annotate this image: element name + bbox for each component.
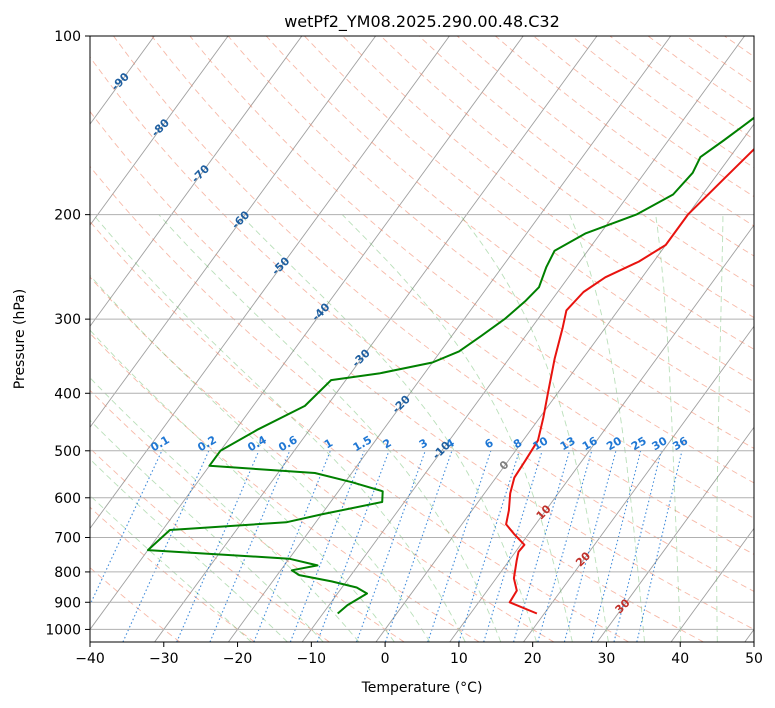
moist-adiabat-line (716, 214, 724, 642)
isotherm-line (523, 325, 754, 642)
isotherm-line (449, 224, 754, 642)
isotherm-line (90, 36, 377, 429)
y-tick-label: 500 (54, 444, 81, 460)
moist-adiabat-line (90, 419, 324, 642)
mixing-ratio-line (427, 450, 492, 642)
dry-adiabat-line (90, 276, 555, 642)
moist-adiabat-line (569, 214, 645, 642)
isotherm-line (228, 36, 672, 642)
x-tick-label: −30 (149, 651, 179, 667)
y-tick-label: 700 (54, 531, 81, 547)
mixing-ratio-line (122, 450, 210, 642)
moist-adiabat-line (459, 214, 609, 642)
y-tick-label: 100 (54, 29, 81, 45)
moist-adiabat-line (240, 214, 537, 642)
x-axis: −40 −30 −20 −10 0 10 20 30 40 50 (75, 642, 763, 667)
y-axis-label: Pressure (hPa) (12, 289, 28, 389)
dry-adiabat-line (90, 220, 629, 642)
mixing-ratio-line (176, 450, 260, 642)
profile-series (146, 116, 754, 615)
x-tick-label: 20 (524, 651, 542, 667)
y-tick-label: 200 (54, 208, 81, 224)
isotherm-line (90, 36, 303, 327)
mixing-ratio-line (513, 450, 571, 642)
y-tick-label: 900 (54, 595, 81, 611)
mixing-ratio-line (636, 450, 683, 642)
mixing-ratio-line (356, 450, 426, 642)
isotherm-line (596, 426, 754, 642)
plot-area (90, 36, 754, 642)
moist-adiabat-line (90, 494, 252, 642)
moist-adiabat-line (655, 214, 682, 642)
x-axis-label: Temperature (°C) (361, 680, 483, 696)
isotherm-line (154, 36, 598, 642)
mixing-ratio-line (563, 450, 617, 642)
isotherm-line (375, 123, 754, 642)
dry-adiabat-line (90, 56, 754, 592)
mixing-ratio-line (483, 450, 543, 642)
dry-adiabat-line (90, 110, 754, 630)
isotherm-line (90, 36, 524, 631)
x-tick-label: −40 (75, 651, 105, 667)
pressure-gridlines (90, 36, 754, 630)
isotherm-line (670, 527, 754, 642)
moist-adiabat-line (90, 458, 288, 642)
y-tick-label: 800 (54, 565, 81, 581)
dry-adiabat-line (113, 36, 754, 555)
isotherm-line (90, 36, 229, 226)
isotherm-line (90, 36, 450, 530)
plot-frame (89, 35, 755, 643)
x-tick-label: 0 (381, 651, 390, 667)
x-tick-label: 30 (598, 651, 616, 667)
dry-adiabat-line (227, 36, 754, 449)
moist-adiabat-line (90, 329, 395, 642)
dry-adiabat-line (90, 332, 480, 642)
moist-adiabat-line (341, 214, 573, 642)
mixing-ratio-line (458, 450, 520, 642)
mixing-ratio-line (537, 450, 593, 642)
y-axis: 100 200 300 400 500 600 700 800 900 1000 (45, 29, 90, 638)
moist-adiabat-line (93, 214, 466, 642)
y-tick-label: 600 (54, 491, 81, 507)
temperature-line (505, 147, 754, 615)
y-tick-label: 400 (54, 386, 81, 402)
dry-adiabat-line (90, 389, 405, 642)
dry-adiabat-line (380, 36, 754, 319)
chart-title: wetPf2_YM08.2025.290.00.48.C32 (284, 12, 560, 32)
mixing-ratio-line (613, 450, 662, 642)
x-tick-label: −10 (297, 651, 327, 667)
mixing-ratio-line (384, 450, 453, 642)
y-tick-label: 1000 (45, 622, 81, 638)
dewpoint-line (146, 116, 754, 615)
x-tick-label: 40 (671, 651, 689, 667)
moist-adiabat-line (90, 274, 431, 642)
moist-adiabat-line (158, 214, 502, 642)
reference-lines (90, 36, 754, 642)
mixing-ratio-line (590, 450, 642, 642)
x-tick-label: 10 (450, 651, 468, 667)
y-tick-label: 300 (54, 312, 81, 328)
dry-adiabat-line (151, 36, 754, 519)
mixing-ratio-line (209, 450, 291, 642)
x-tick-label: 50 (745, 651, 763, 667)
x-tick-label: −20 (223, 651, 253, 667)
dry-adiabat-line (90, 165, 704, 642)
dry-adiabat-line (418, 36, 754, 288)
dry-adiabat-line (189, 36, 754, 484)
dry-adiabat-line (265, 36, 754, 416)
